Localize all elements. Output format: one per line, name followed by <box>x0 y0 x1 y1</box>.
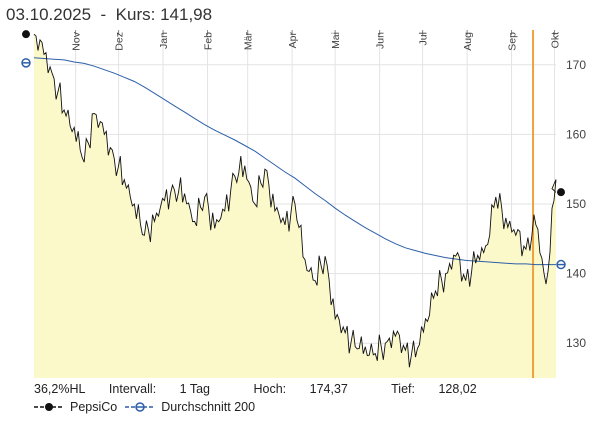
y-tick-label: 130 <box>566 336 586 350</box>
stats-bar: 36,2%HL Intervall: 1 Tag Hoch: 174,37 Ti… <box>34 382 517 396</box>
x-tick-label: Nov <box>71 31 83 50</box>
x-tick-label: Sep <box>507 32 519 51</box>
y-tick-label: 160 <box>566 127 586 141</box>
stat-high-value: 174,37 <box>309 382 348 396</box>
x-tick-label: Jul <box>418 32 430 45</box>
series-markers <box>21 30 566 270</box>
stat-low-value: 128,02 <box>438 382 477 396</box>
legend-item-average-200[interactable]: Durchschnitt 200 <box>125 400 255 414</box>
x-tick-label: Mai <box>330 32 342 49</box>
legend-label-pepsico: PepsiCo <box>70 400 118 414</box>
stat-low-label: Tief: <box>391 382 415 396</box>
x-tick-label: Dez <box>114 32 126 51</box>
stat-interval: Intervall: 1 Tag <box>109 382 230 396</box>
legend-symbol-average-200 <box>125 402 156 412</box>
x-tick-label: Jan <box>158 32 170 49</box>
header-price-label: Kurs: <box>115 5 156 24</box>
y-tick-label: 150 <box>566 197 586 211</box>
y-tick-label: 170 <box>566 58 586 72</box>
x-tick-label: Mär <box>243 32 255 51</box>
chart-header: 03.10.2025 - Kurs: 141,98 <box>6 5 212 25</box>
marker-pepsico-start <box>22 30 30 39</box>
stat-interval-label: Intervall: <box>108 382 157 396</box>
series-line-pepsico <box>33 33 557 368</box>
stat-high: Hoch: 174,37 <box>254 382 368 396</box>
stat-interval-value[interactable]: 1 Tag <box>179 382 211 396</box>
x-axis: Nov Dez Jan Feb Mär Apr Mai Jun Jul Aug Sep Okt <box>71 30 562 51</box>
legend-symbol-pepsico <box>34 403 64 411</box>
header-separator: - <box>100 5 107 24</box>
y-axis: 130 140 150 160 170 <box>566 58 586 350</box>
stat-high-label: Hoch: <box>253 382 287 396</box>
x-tick-label: Aug <box>462 32 474 51</box>
legend: PepsiCo Durchschnitt 200 <box>34 400 263 414</box>
stat-hl: 36,2%HL <box>34 382 86 396</box>
marker-pepsico-end <box>557 188 565 197</box>
x-tick-label: Okt <box>550 32 562 48</box>
x-tick-label: Apr <box>287 32 299 49</box>
header-date: 03.10.2025 <box>6 5 92 24</box>
legend-label-average-200: Durchschnitt 200 <box>161 400 256 414</box>
legend-item-pepsico[interactable]: PepsiCo <box>34 400 117 414</box>
series-line-average-200 <box>33 57 556 266</box>
header-price-value: 141,98 <box>160 5 213 24</box>
stat-low: Tief: 128,02 <box>391 382 497 396</box>
y-tick-label: 140 <box>566 267 586 281</box>
x-tick-label: Feb <box>203 32 215 50</box>
x-tick-label: Jun <box>375 32 387 49</box>
